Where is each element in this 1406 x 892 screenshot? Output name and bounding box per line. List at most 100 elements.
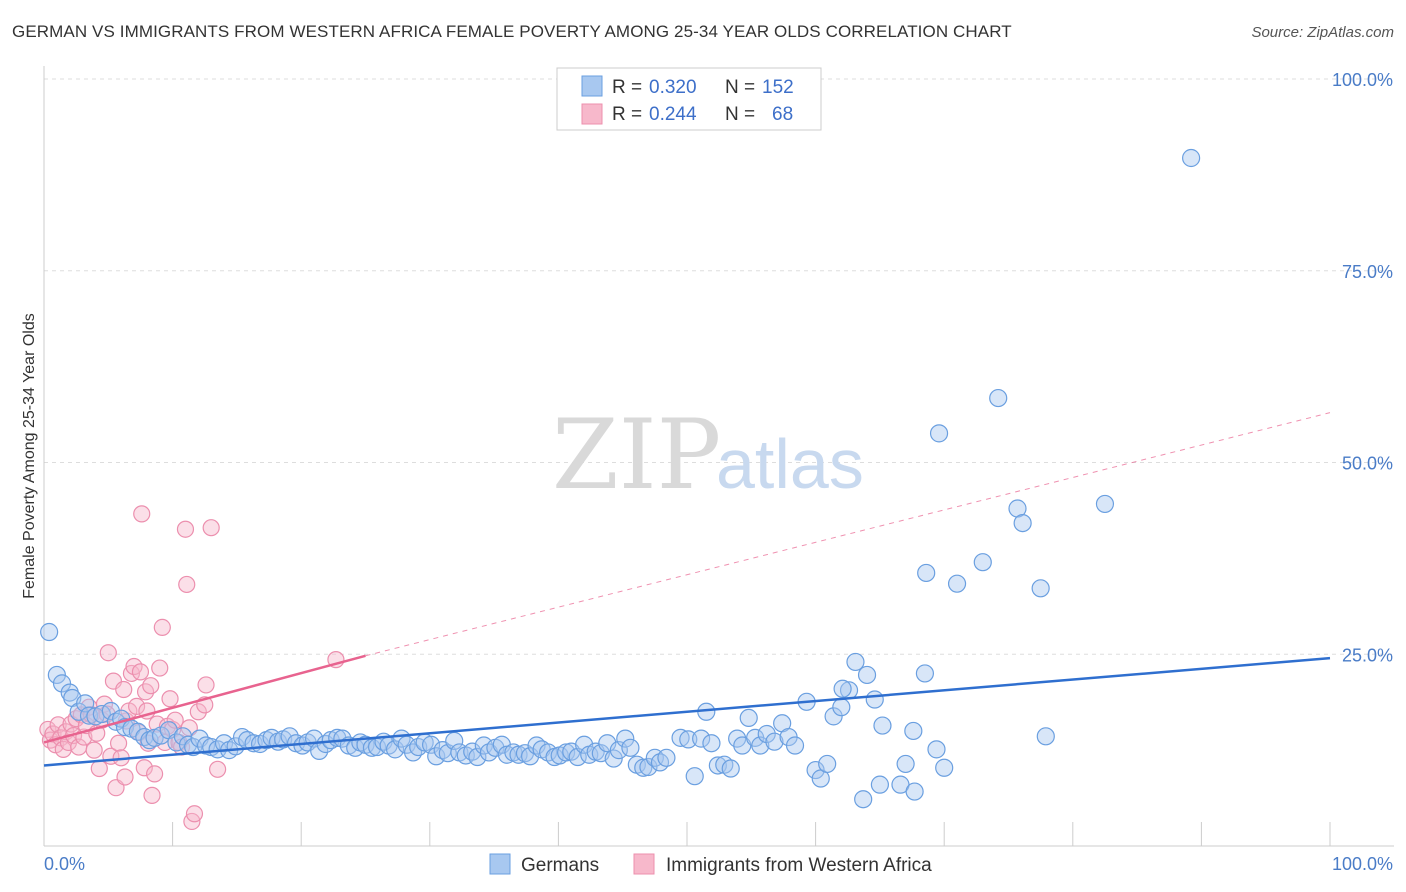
germans-point-113	[721, 759, 740, 778]
germans-point-131	[833, 679, 852, 698]
y-tick-label-1: 50.0%	[1342, 454, 1393, 474]
legend-n-label-germans: N =	[725, 77, 755, 98]
trend-lines	[43, 412, 1331, 767]
legend-swatch-germans	[581, 75, 603, 97]
chart-title: GERMAN VS IMMIGRANTS FROM WESTERN AFRICA…	[12, 22, 1012, 41]
immigrants-point-31	[116, 768, 134, 786]
germans-point-79	[509, 745, 528, 764]
germans-trend-line	[43, 656, 1331, 767]
legend-swatch-immigrants	[581, 103, 603, 125]
y-tick-label-2: 75.0%	[1342, 262, 1393, 282]
source-credit: Source: ZipAtlas.com	[1251, 24, 1394, 41]
bottom-legend-immigrants: Immigrants from Western Africa	[666, 855, 932, 876]
y-axis-label: Female Poverty Among 25-34 Year Olds	[21, 313, 38, 599]
germans-point-94	[598, 734, 617, 753]
germans-point-104	[657, 748, 676, 767]
germans-point-98	[621, 738, 640, 757]
germans-point-127	[818, 754, 837, 774]
germans-point-146	[929, 424, 949, 443]
germans-point-90	[575, 735, 594, 754]
germans-point-141	[854, 790, 873, 809]
germans-point-155	[1182, 148, 1201, 168]
immigrants-point-46	[145, 765, 164, 783]
germans-point-116	[739, 708, 758, 728]
germans-point-61	[403, 743, 423, 762]
germans-point-0	[40, 622, 59, 642]
x-tick-label-1: 100.0%	[1332, 854, 1393, 874]
watermark: ZIP atlas	[552, 399, 864, 511]
legend-n-value-immigrants: 68	[772, 104, 793, 125]
y-tick-label-0: 25.0%	[1342, 645, 1393, 665]
germans-point-152	[1031, 579, 1050, 598]
germans-point-64	[421, 735, 441, 754]
germans-point-149	[989, 388, 1008, 408]
immigrants-point-24	[99, 644, 117, 662]
germans-point-120	[765, 732, 784, 751]
germans-point-97	[616, 729, 635, 748]
germans-point-108	[692, 729, 711, 748]
immigrants-point-66	[209, 760, 227, 778]
germans-point-148	[973, 553, 992, 572]
germans-point-153	[1036, 727, 1055, 746]
germans-point-96	[609, 741, 628, 760]
germans-point-128	[824, 707, 843, 726]
legend-r-label-immigrants: R =	[612, 104, 642, 125]
immigrants-point-48	[151, 659, 169, 677]
germans-point-107	[685, 767, 704, 786]
immigrants-point-20	[90, 759, 108, 778]
germans-point-87	[557, 743, 576, 762]
germans-point-103	[650, 753, 670, 772]
immigrants-point-65	[202, 519, 220, 537]
immigrants-point-64	[197, 676, 215, 694]
axes	[43, 66, 1394, 847]
germans-point-145	[917, 563, 936, 583]
immigrants-point-28	[109, 734, 128, 752]
bottom-legend-germans: Germans	[521, 855, 599, 876]
immigrants-point-44	[142, 677, 160, 695]
immigrants-point-40	[135, 759, 153, 777]
germans-point-110	[702, 734, 721, 753]
germans-point-84	[539, 743, 558, 762]
germans-point-100	[634, 758, 653, 777]
immigrants-point-49	[153, 618, 171, 637]
germans-point-139	[927, 740, 946, 759]
legend-r-value-immigrants: 0.244	[649, 104, 697, 125]
series-legend: Germans Immigrants from Western Africa	[489, 853, 932, 876]
germans-point-118	[751, 736, 770, 755]
germans-point-151	[1013, 513, 1032, 533]
germans-point-101	[639, 757, 658, 777]
immigrants-point-57	[176, 520, 195, 538]
immigrants-point-47	[148, 715, 166, 733]
germans-point-137	[904, 721, 923, 741]
germans-point-32	[232, 727, 252, 747]
immigrants-point-54	[166, 711, 184, 729]
germans-point-123	[785, 736, 805, 755]
legend-r-value-germans: 0.320	[649, 77, 697, 98]
immigrants-point-52	[161, 690, 179, 708]
bottom-legend-swatch-immigrants	[633, 853, 655, 875]
immigrants-point-18	[85, 741, 103, 759]
immigrants-point-58	[178, 575, 196, 594]
germans-point-136	[896, 754, 915, 774]
germans-point-119	[757, 724, 776, 744]
legend-n-value-germans: 152	[762, 77, 794, 98]
immigrants-point-30	[115, 680, 133, 699]
germans-point-135	[873, 716, 892, 735]
germans-point-58	[385, 740, 405, 759]
correlation-legend: R = 0.320 N = 152 R = 0.244 N = 68	[556, 67, 822, 131]
germans-point-106	[679, 730, 698, 749]
germans-point-81	[521, 747, 540, 766]
germans-point-142	[870, 775, 890, 794]
germans-point-134	[865, 690, 884, 709]
germans-point-140	[935, 758, 954, 777]
germans-point-133	[857, 665, 877, 685]
immigrants-point-45	[143, 786, 161, 804]
y-tick-label-3: 100.0%	[1332, 70, 1393, 90]
legend-r-label-germans: R =	[612, 77, 642, 98]
series-immigrants-points	[39, 505, 345, 831]
series-germans-points	[40, 148, 1201, 809]
bottom-legend-swatch-germans	[489, 853, 511, 875]
x-tick-labels: 0.0% 100.0%	[44, 854, 1393, 874]
germans-point-72	[468, 747, 487, 767]
